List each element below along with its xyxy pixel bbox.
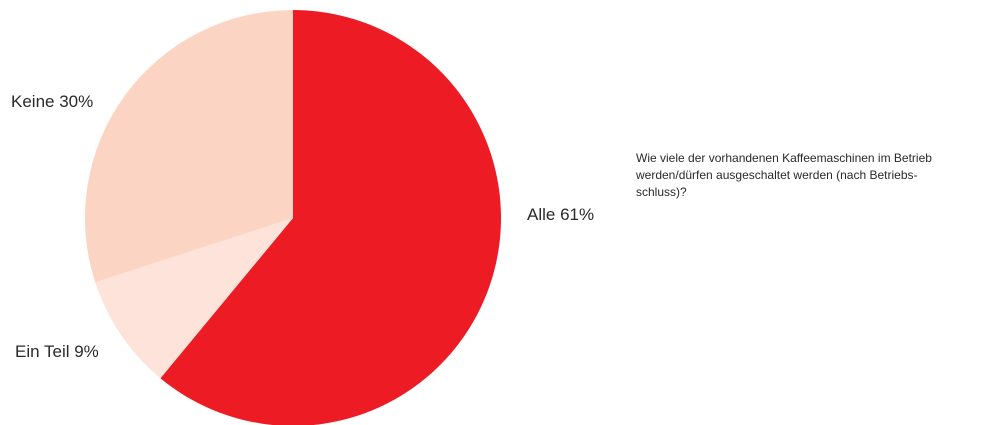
pie-slice-keine — [84, 10, 293, 283]
pie-slice-alle — [160, 10, 501, 425]
question-text: Wie viele der vorhandenen Kaffeemaschine… — [636, 150, 971, 201]
question-line: werden/dürfen ausgeschaltet werden (nach… — [636, 168, 918, 182]
pie-slices — [84, 10, 501, 425]
question-line: schluss)? — [636, 185, 687, 199]
pie-slice-ein-teil — [95, 218, 294, 379]
slice-label-ein-teil: Ein Teil 9% — [15, 342, 99, 361]
slice-label-alle: Alle 61% — [527, 205, 594, 224]
question-line: Wie viele der vorhandenen Kaffeemaschine… — [636, 151, 932, 165]
pie-labels: Alle 61% Ein Teil 9% Keine 30% — [11, 92, 594, 361]
slice-label-keine: Keine 30% — [11, 92, 93, 111]
